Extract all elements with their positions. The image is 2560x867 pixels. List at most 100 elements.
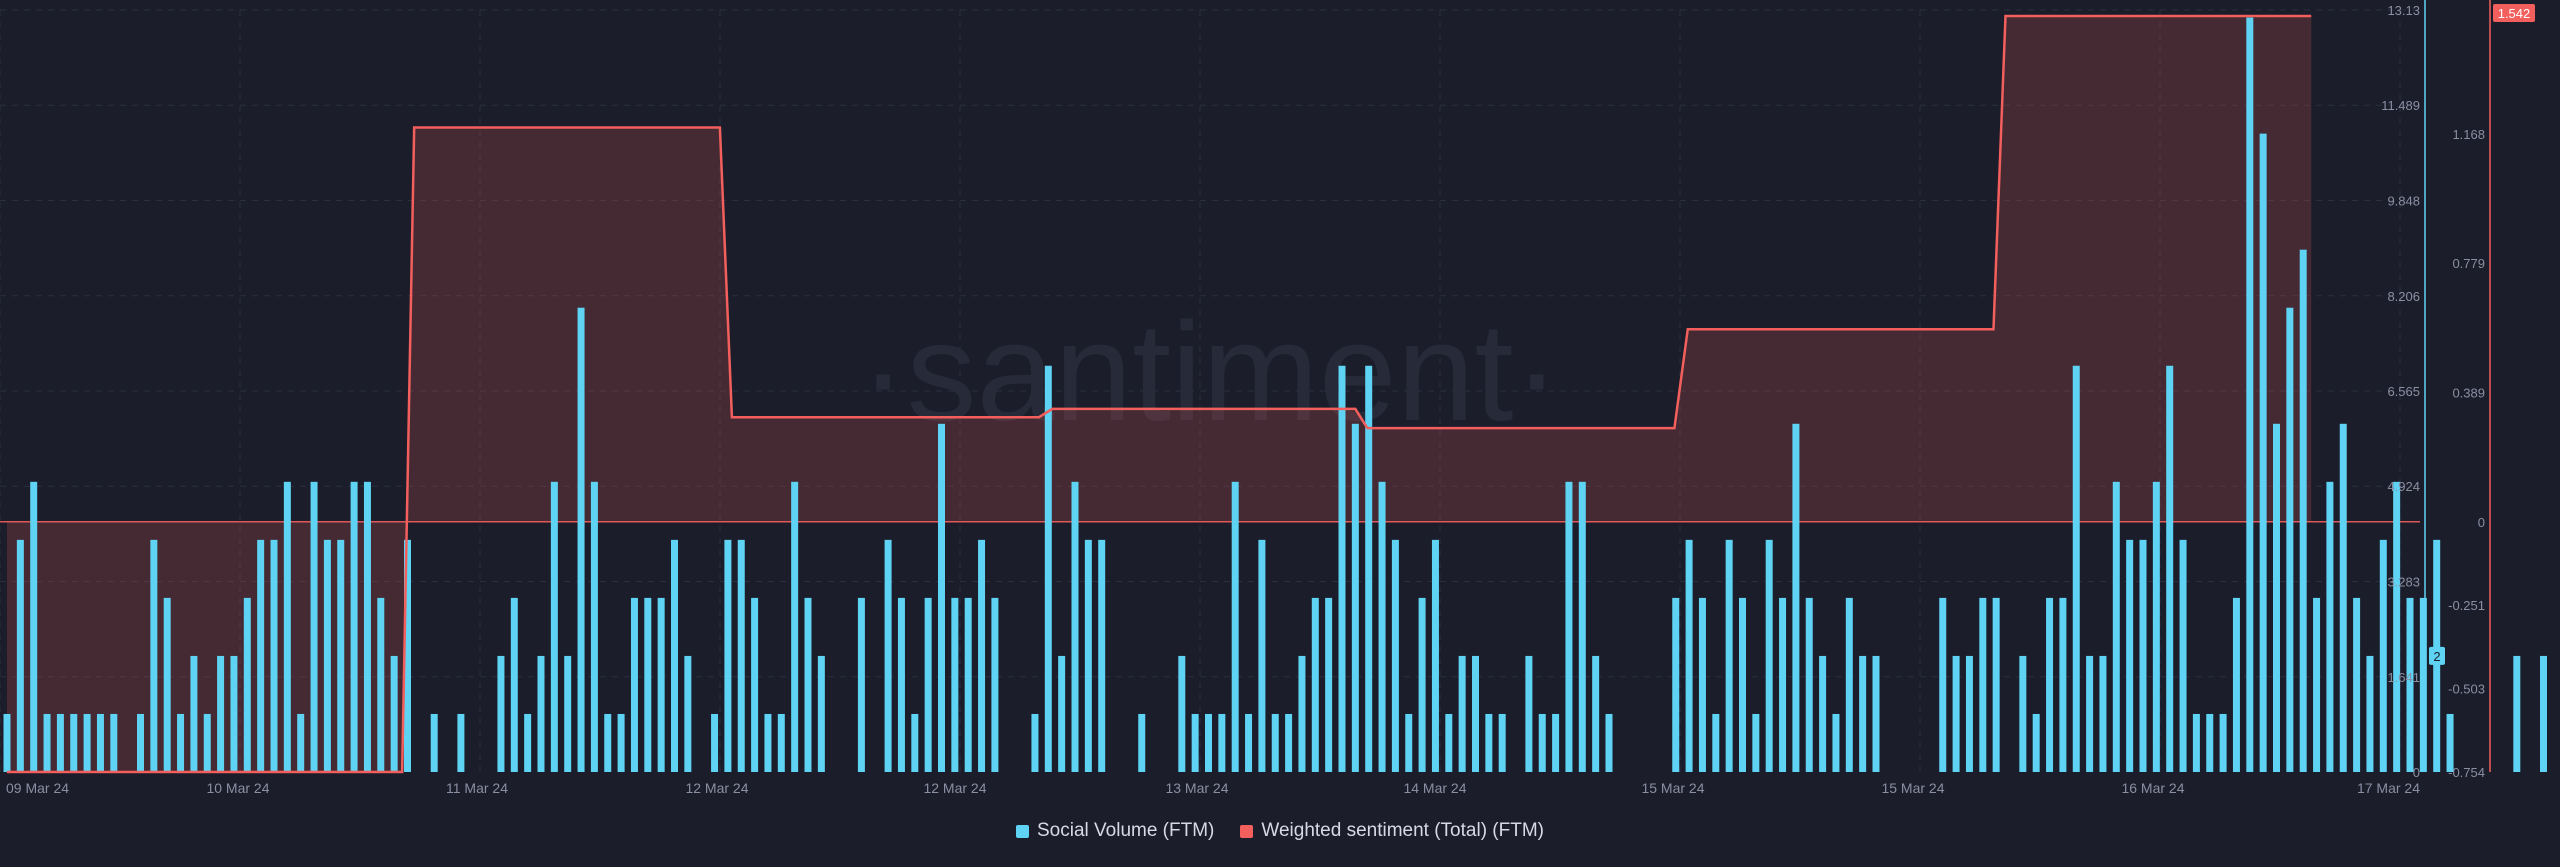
bar[interactable] xyxy=(1098,539,1106,772)
bar[interactable] xyxy=(644,597,652,772)
bar[interactable] xyxy=(70,713,78,772)
bar[interactable] xyxy=(577,307,585,772)
bar[interactable] xyxy=(2086,655,2094,772)
bar[interactable] xyxy=(1378,481,1386,772)
bar[interactable] xyxy=(897,597,905,772)
bar[interactable] xyxy=(1325,597,1333,772)
bar[interactable] xyxy=(564,655,572,772)
bar[interactable] xyxy=(377,597,385,772)
bar[interactable] xyxy=(2393,481,2401,772)
bar[interactable] xyxy=(1725,539,1733,772)
bar[interactable] xyxy=(1712,713,1720,772)
bar[interactable] xyxy=(2019,655,2027,772)
bar[interactable] xyxy=(1592,655,1600,772)
bar[interactable] xyxy=(1058,655,1066,772)
bar[interactable] xyxy=(1485,713,1493,772)
bar[interactable] xyxy=(1552,713,1560,772)
bar[interactable] xyxy=(711,713,719,772)
bar[interactable] xyxy=(1832,713,1840,772)
bar[interactable] xyxy=(1285,713,1293,772)
legend-item-social-volume[interactable]: Social Volume (FTM) xyxy=(1016,820,1214,842)
bar[interactable] xyxy=(497,655,505,772)
bar[interactable] xyxy=(1138,713,1146,772)
bar[interactable] xyxy=(2206,713,2214,772)
bar[interactable] xyxy=(203,713,211,772)
bar[interactable] xyxy=(2406,597,2414,772)
bar[interactable] xyxy=(751,597,759,772)
bar[interactable] xyxy=(671,539,678,772)
bar[interactable] xyxy=(684,655,692,772)
bar[interactable] xyxy=(2446,713,2454,772)
bar[interactable] xyxy=(3,713,11,772)
bar[interactable] xyxy=(1245,713,1253,772)
bar[interactable] xyxy=(1525,655,1533,772)
bar[interactable] xyxy=(217,655,225,772)
bar[interactable] xyxy=(1939,597,1947,772)
bar[interactable] xyxy=(83,713,91,772)
bar[interactable] xyxy=(404,539,411,772)
bar[interactable] xyxy=(964,597,972,772)
bar[interactable] xyxy=(16,539,24,772)
bar[interactable] xyxy=(2313,597,2321,772)
bar[interactable] xyxy=(30,481,38,772)
bar[interactable] xyxy=(1872,655,1880,772)
bar[interactable] xyxy=(1859,655,1867,772)
bar[interactable] xyxy=(1365,365,1373,772)
bar[interactable] xyxy=(2219,713,2227,772)
bar[interactable] xyxy=(257,539,265,772)
bar[interactable] xyxy=(2246,17,2254,772)
bar[interactable] xyxy=(2072,365,2080,772)
bar[interactable] xyxy=(1458,655,1466,772)
bar[interactable] xyxy=(230,655,238,772)
bar[interactable] xyxy=(150,539,158,772)
bar[interactable] xyxy=(56,713,64,772)
bar[interactable] xyxy=(1992,597,2000,772)
bar[interactable] xyxy=(1739,597,1746,772)
bar[interactable] xyxy=(1752,713,1760,772)
bar[interactable] xyxy=(1698,597,1706,772)
bar[interactable] xyxy=(283,481,291,772)
bar[interactable] xyxy=(1271,713,1279,772)
bar[interactable] xyxy=(430,713,438,772)
legend-item-weighted-sentiment[interactable]: Weighted sentiment (Total) (FTM) xyxy=(1240,820,1544,842)
bar[interactable] xyxy=(2126,539,2134,772)
bar[interactable] xyxy=(2353,597,2361,772)
bar[interactable] xyxy=(1792,423,1800,772)
bar[interactable] xyxy=(1979,597,1987,772)
bar[interactable] xyxy=(1445,713,1453,772)
bar[interactable] xyxy=(604,713,612,772)
bar[interactable] xyxy=(457,713,465,772)
bar[interactable] xyxy=(2339,423,2347,772)
bar[interactable] xyxy=(617,713,625,772)
bar[interactable] xyxy=(1258,539,1266,772)
bar[interactable] xyxy=(1418,597,1426,772)
bar[interactable] xyxy=(978,539,986,772)
bar[interactable] xyxy=(1779,597,1787,772)
bar[interactable] xyxy=(1472,655,1479,772)
bar[interactable] xyxy=(550,481,558,772)
bar[interactable] xyxy=(1605,713,1613,772)
bar[interactable] xyxy=(1578,481,1586,772)
bar[interactable] xyxy=(1405,713,1413,772)
bar[interactable] xyxy=(1191,713,1199,772)
bar[interactable] xyxy=(2139,539,2147,772)
sentiment-line[interactable] xyxy=(7,14,2312,774)
bar[interactable] xyxy=(1765,539,1773,772)
bar[interactable] xyxy=(2192,713,2200,772)
bar[interactable] xyxy=(857,597,865,772)
bar[interactable] xyxy=(2379,539,2387,772)
bar[interactable] xyxy=(537,655,545,772)
bar[interactable] xyxy=(2299,249,2307,772)
bar[interactable] xyxy=(2166,365,2174,772)
bar[interactable] xyxy=(510,597,518,772)
bar[interactable] xyxy=(1538,713,1546,772)
bar[interactable] xyxy=(337,539,345,772)
bar[interactable] xyxy=(2366,655,2374,772)
bar[interactable] xyxy=(190,655,198,772)
bar[interactable] xyxy=(1819,655,1827,772)
bar[interactable] xyxy=(938,423,945,772)
bar[interactable] xyxy=(657,597,665,772)
bar[interactable] xyxy=(1952,655,1960,772)
bar[interactable] xyxy=(2419,597,2427,772)
bar[interactable] xyxy=(43,713,51,772)
